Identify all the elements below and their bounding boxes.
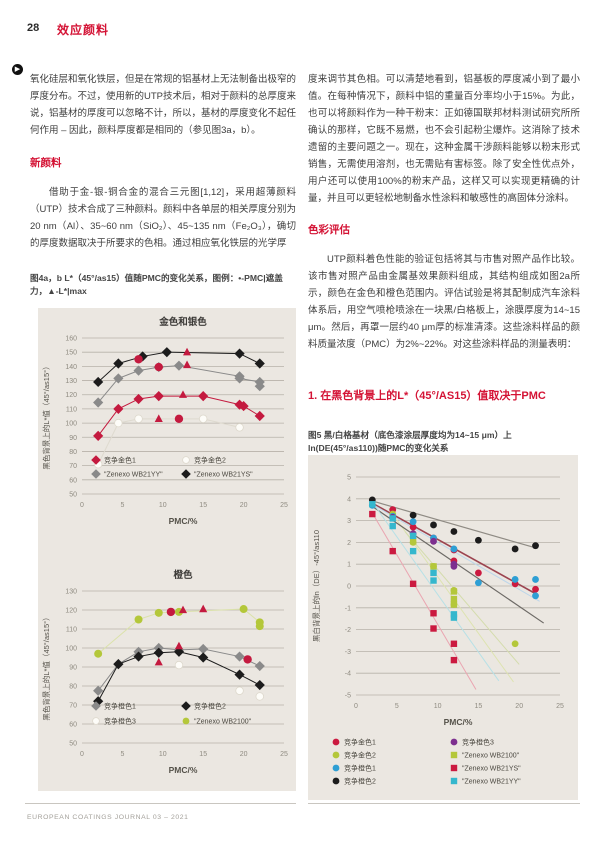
- svg-text:-5: -5: [345, 693, 351, 700]
- svg-text:-1: -1: [345, 605, 351, 612]
- svg-text:黑白背景上的ln（DE）-45°/as110: 黑白背景上的ln（DE）-45°/as110: [311, 530, 321, 642]
- heading-color-evaluation: 色彩评估: [308, 224, 350, 236]
- svg-text:竞争金色2: 竞争金色2: [194, 456, 226, 465]
- svg-text:竞争金色1: 竞争金色1: [344, 738, 376, 747]
- left-paragraph-1: 氧化硅层和氧化铁层，但是在常规的铝基材上无法制备出极窄的厚度分布。不过，使用新的…: [30, 73, 297, 136]
- svg-text:竞争橙色1: 竞争橙色1: [344, 764, 376, 773]
- section-title: 效应颜料: [57, 23, 110, 37]
- svg-text:0: 0: [347, 584, 351, 591]
- svg-text:80: 80: [69, 449, 77, 456]
- svg-text:"Zenexo WB21YY": "Zenexo WB21YY": [104, 472, 163, 479]
- svg-text:20: 20: [515, 703, 523, 710]
- svg-text:60: 60: [69, 722, 77, 729]
- svg-text:竞争橙色2: 竞争橙色2: [344, 777, 376, 786]
- svg-text:90: 90: [69, 435, 77, 442]
- svg-text:90: 90: [69, 665, 77, 672]
- svg-text:15: 15: [199, 751, 207, 758]
- journal-footer: EUROPEAN COATINGS JOURNAL 03 – 2021: [27, 814, 189, 821]
- svg-text:100: 100: [65, 646, 77, 653]
- svg-text:5: 5: [395, 703, 399, 710]
- svg-text:竞争金色2: 竞争金色2: [344, 751, 376, 760]
- svg-text:130: 130: [65, 378, 77, 385]
- svg-text:黑色背景上的L*值（45°/as15°）: 黑色背景上的L*值（45°/as15°）: [41, 613, 51, 720]
- svg-text:110: 110: [66, 627, 77, 634]
- svg-text:160: 160: [65, 336, 77, 343]
- footer-rule-left: [25, 803, 296, 804]
- svg-text:-3: -3: [345, 649, 351, 656]
- svg-text:橙色: 橙色: [173, 569, 193, 581]
- svg-text:-4: -4: [345, 671, 351, 678]
- figure4-caption: 图4a，b L*（45°/as15）值随PMC的变化关系，图例：•-PMC|遮盖…: [30, 272, 283, 296]
- svg-text:"Zenexo WB2100": "Zenexo WB2100": [194, 719, 252, 726]
- svg-text:0: 0: [80, 502, 84, 509]
- svg-text:120: 120: [65, 608, 77, 615]
- svg-text:25: 25: [556, 703, 564, 710]
- svg-text:60: 60: [69, 477, 77, 484]
- svg-text:50: 50: [69, 741, 77, 748]
- svg-text:25: 25: [280, 502, 288, 509]
- svg-text:"Zenexo WB21YS": "Zenexo WB21YS": [462, 766, 521, 773]
- footer-rule-right: [308, 803, 580, 804]
- svg-text:竞争橙色2: 竞争橙色2: [194, 702, 226, 711]
- svg-text:130: 130: [65, 589, 77, 596]
- svg-text:100: 100: [65, 421, 77, 428]
- svg-text:0: 0: [80, 751, 84, 758]
- figure5-chart-panel: -5 -4 -3 -2 -1 0 1 2 3 4 5 0 5 10 15 20 25 PMC/% 黑白背景上的ln（…: [308, 455, 578, 800]
- svg-text:2: 2: [347, 540, 351, 547]
- svg-text:50: 50: [69, 492, 77, 499]
- heading-numbered-1: 1. 在黑色背景上的L*（45°/AS15）值取决于PMC: [308, 390, 546, 402]
- svg-text:金色和银色: 金色和银色: [158, 316, 207, 328]
- svg-text:竞争金色1: 竞争金色1: [104, 456, 136, 465]
- heading-new-pigments: 新颜料: [30, 157, 62, 169]
- svg-text:"Zenexo WB21YS": "Zenexo WB21YS": [194, 472, 253, 479]
- chart-orange: 50 60 70 80 90 100 110 120 130 0 5 10 15 20 25 橙色 PMC/% 黑…: [41, 569, 288, 775]
- page-number: 28: [27, 22, 40, 34]
- svg-text:竞争橙色3: 竞争橙色3: [462, 738, 494, 747]
- svg-text:10: 10: [434, 703, 442, 710]
- arrow-bullet-icon: ▶: [12, 64, 23, 75]
- left-paragraph-2: 借助于金-银-铜合金的混合三元图[1,12]，采用超薄颜料（UTP）技术合成了三…: [30, 186, 297, 249]
- svg-text:5: 5: [347, 475, 351, 482]
- chart-gold-silver: 50 60 70 80 90 100 110 120 130 140 150 160 0 5 10 15 20 2…: [41, 316, 288, 526]
- figure4-chart-panel: 50 60 70 80 90 100 110 120 130 140 150 160 0 5 10 15 20 2…: [38, 308, 296, 791]
- svg-text:120: 120: [65, 392, 77, 399]
- svg-text:PMC/%: PMC/%: [169, 516, 198, 526]
- svg-text:-2: -2: [345, 627, 351, 634]
- svg-text:竞争橙色1: 竞争橙色1: [104, 702, 136, 711]
- svg-text:80: 80: [69, 684, 77, 691]
- svg-text:25: 25: [280, 751, 288, 758]
- svg-text:竞争橙色3: 竞争橙色3: [104, 717, 136, 726]
- svg-text:70: 70: [69, 463, 77, 470]
- svg-text:150: 150: [65, 350, 77, 357]
- svg-text:"Zenexo WB2100": "Zenexo WB2100": [462, 753, 520, 760]
- svg-text:110: 110: [66, 406, 77, 413]
- svg-text:15: 15: [199, 502, 207, 509]
- svg-text:0: 0: [354, 703, 358, 710]
- svg-text:5: 5: [120, 502, 124, 509]
- svg-text:PMC/%: PMC/%: [169, 765, 198, 775]
- svg-text:PMC/%: PMC/%: [444, 717, 473, 727]
- right-paragraph-2: UTP颜料着色性能的验证包括将其与市售对照产品作比较。该市售对照产品由金属基效果…: [308, 253, 580, 350]
- svg-text:10: 10: [159, 502, 167, 509]
- svg-text:20: 20: [240, 502, 248, 509]
- svg-text:4: 4: [347, 496, 351, 503]
- svg-text:"Zenexo WB21YY": "Zenexo WB21YY": [462, 779, 521, 786]
- chart-fig5: -5 -4 -3 -2 -1 0 1 2 3 4 5 0 5 10 15 20 25 PMC/% 黑白背景上的ln（…: [311, 475, 564, 786]
- figure5-caption: 图5 黑/白格基材（底色漆涂层厚度均为14~15 μm）上 ln(DE(45°/…: [308, 429, 512, 453]
- svg-text:3: 3: [347, 518, 351, 525]
- svg-text:1: 1: [347, 562, 351, 569]
- svg-text:黑色背景上的L*值（45°/as15°）: 黑色背景上的L*值（45°/as15°）: [41, 362, 51, 469]
- svg-text:140: 140: [65, 364, 77, 371]
- svg-text:10: 10: [159, 751, 167, 758]
- svg-text:15: 15: [475, 703, 483, 710]
- svg-text:20: 20: [240, 751, 248, 758]
- svg-text:5: 5: [120, 751, 124, 758]
- svg-text:70: 70: [69, 703, 77, 710]
- right-paragraph-1: 度来调节其色相。可以清楚地看到，铝基板的厚度减小到了最小值。在每种情况下，颜料中…: [308, 73, 580, 204]
